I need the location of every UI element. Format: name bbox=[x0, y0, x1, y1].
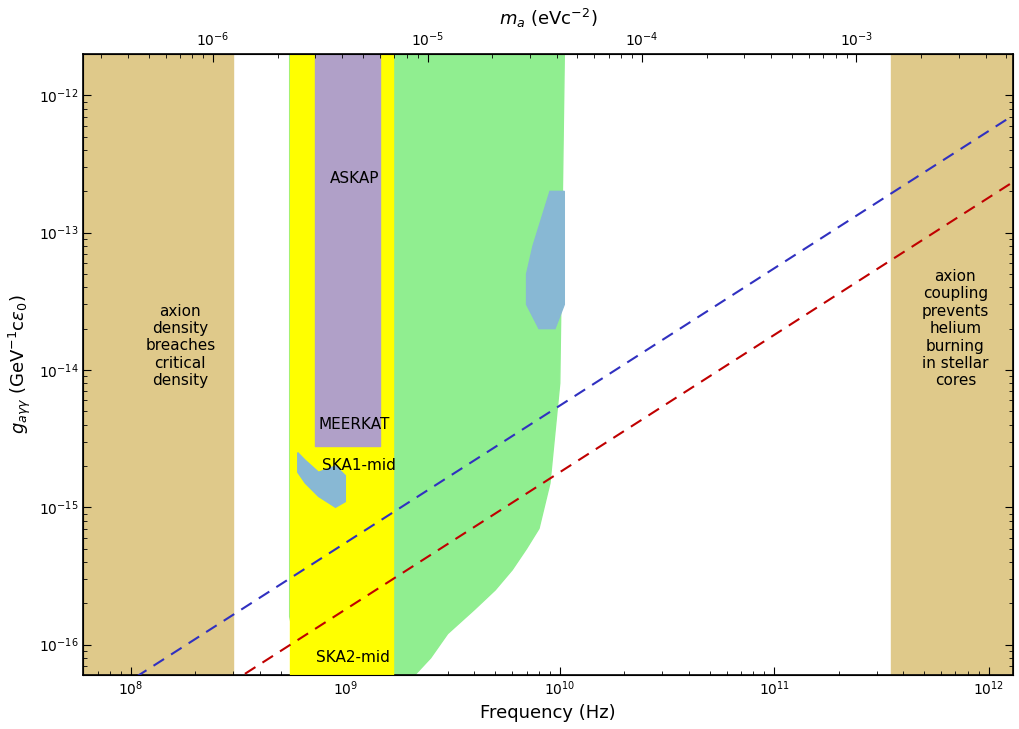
X-axis label: Frequency (Hz): Frequency (Hz) bbox=[480, 704, 615, 722]
Text: SKA2-mid: SKA2-mid bbox=[316, 650, 389, 666]
Text: axion
density
breaches
critical
density: axion density breaches critical density bbox=[145, 303, 215, 388]
Bar bbox=[289, 54, 392, 675]
Text: SKA1-mid: SKA1-mid bbox=[322, 459, 395, 473]
Text: MEERKAT: MEERKAT bbox=[318, 417, 389, 432]
Bar bbox=[890, 54, 1012, 675]
X-axis label: $m_a$ (eVc$^{-2}$): $m_a$ (eVc$^{-2}$) bbox=[498, 7, 597, 30]
Text: axion
coupling
prevents
helium
burning
in stellar
cores: axion coupling prevents helium burning i… bbox=[921, 269, 988, 389]
Bar bbox=[84, 54, 233, 675]
Y-axis label: $g_{a\gamma\gamma}$ (GeV$^{-1}$c$\varepsilon_0$): $g_{a\gamma\gamma}$ (GeV$^{-1}$c$\vareps… bbox=[7, 295, 34, 434]
Polygon shape bbox=[526, 191, 564, 329]
Polygon shape bbox=[298, 453, 345, 507]
Polygon shape bbox=[289, 54, 564, 707]
Text: ASKAP: ASKAP bbox=[330, 171, 379, 186]
